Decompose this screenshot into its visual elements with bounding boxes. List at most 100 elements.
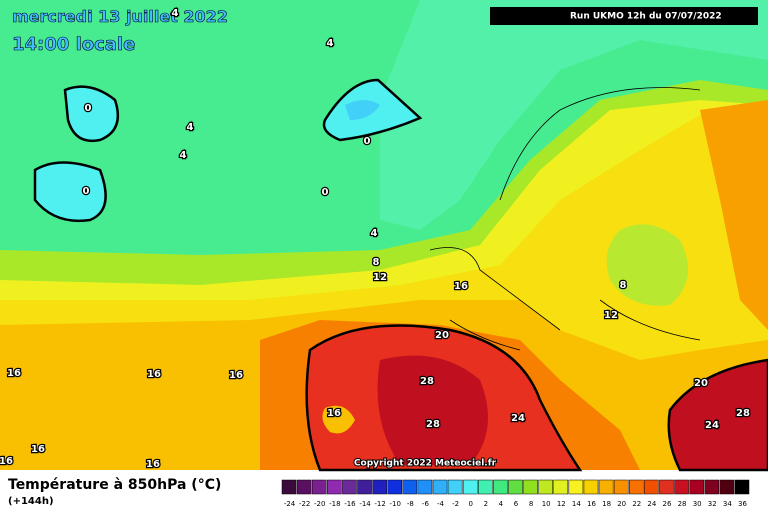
scale-label: -18	[329, 500, 340, 508]
scale-swatch	[689, 479, 704, 495]
region	[380, 0, 768, 230]
scale-swatch	[628, 479, 644, 495]
scale-swatch	[719, 479, 735, 495]
scale-swatch	[568, 479, 584, 495]
contour-label: 0	[322, 187, 329, 198]
contour-label: 4	[187, 122, 194, 133]
contour-label: 16	[7, 368, 21, 379]
scale-swatch	[462, 479, 478, 495]
region	[606, 224, 688, 306]
scale-swatch	[553, 479, 569, 495]
footer-lead: (+144h)	[8, 496, 54, 507]
scale-swatch	[734, 479, 750, 495]
run-label: Run UKMO 12h du 07/07/2022	[570, 12, 722, 22]
run-box	[490, 7, 758, 25]
contour-label: 4	[180, 150, 187, 161]
scale-swatch	[508, 479, 523, 495]
contour-label: 16	[31, 444, 45, 455]
contour-label: 0	[85, 103, 92, 114]
contour-label: 4	[327, 38, 334, 49]
contour-label: 16	[0, 456, 13, 467]
scale-label: 32	[708, 500, 717, 508]
scale-label: -4	[437, 500, 445, 508]
contour-label: 12	[373, 272, 387, 283]
scale-label: -8	[407, 500, 414, 508]
contour-label: 0	[364, 136, 371, 147]
region	[345, 100, 380, 120]
scale-swatch	[311, 479, 327, 495]
scale-label: 18	[602, 500, 611, 508]
scale-swatch	[387, 479, 403, 495]
scale-swatch	[432, 479, 448, 495]
scale-label: -20	[314, 500, 325, 508]
scale-swatch	[523, 479, 538, 495]
contour-label: 24	[511, 413, 525, 424]
scale-swatch	[583, 479, 599, 495]
scale-label: 36	[738, 500, 747, 508]
contour-label: 8	[620, 280, 627, 291]
scale-label: 6	[514, 500, 519, 508]
scale-swatch	[342, 479, 357, 495]
scale-swatch	[613, 479, 629, 495]
scale-swatch	[447, 479, 463, 495]
region	[377, 355, 488, 465]
scale-swatch	[704, 479, 720, 495]
scale-label: 22	[632, 500, 641, 508]
contour-label: 28	[420, 376, 434, 387]
scale-label: 14	[572, 500, 581, 508]
contour-label: 20	[435, 330, 449, 341]
scale-swatch	[493, 479, 508, 495]
time-label: 14:00 locale	[12, 34, 135, 55]
scale-swatch	[372, 479, 387, 495]
scale-swatch	[659, 479, 674, 495]
scale-label: -24	[284, 500, 296, 508]
scale-swatch	[296, 479, 312, 495]
contour-label: 16	[327, 408, 341, 419]
scale-label: 0	[468, 500, 472, 508]
contour-label: 12	[604, 310, 618, 321]
contour-label: 16	[147, 369, 161, 380]
scale-label: 4	[499, 500, 504, 508]
scale-label: -6	[422, 500, 430, 508]
date-label: mercredi 13 juillet 2022	[12, 7, 228, 26]
scale-label: -2	[452, 500, 459, 508]
scale-label: 16	[587, 500, 596, 508]
scale-label: 2	[484, 500, 488, 508]
contour-label: 28	[426, 419, 440, 430]
scale-label: 24	[647, 500, 656, 508]
scale-swatch	[598, 479, 614, 495]
contour-label: 16	[454, 281, 468, 292]
region	[700, 100, 768, 330]
contour-label: 20	[694, 378, 708, 389]
region	[63, 85, 120, 143]
contour-label: 4	[172, 8, 179, 19]
scale-label: 26	[663, 500, 672, 508]
contour-label: 28	[736, 408, 750, 419]
copyright: Copyright 2022 Meteociel.fr	[354, 459, 497, 469]
scale-label: -12	[374, 500, 385, 508]
scale-label: 8	[529, 500, 533, 508]
scale-label: -16	[344, 500, 356, 508]
contour-label: 4	[371, 228, 378, 239]
scale-label: 12	[557, 500, 566, 508]
scale-label: 30	[693, 500, 702, 508]
region	[33, 161, 107, 222]
scale-label: 28	[678, 500, 687, 508]
scale-swatch	[538, 479, 553, 495]
footer-title: Température à 850hPa (°C)	[8, 477, 221, 493]
scale-swatch	[402, 479, 418, 495]
contour-label: 24	[705, 420, 719, 431]
scale-swatch	[674, 479, 689, 495]
region	[322, 405, 355, 434]
contour-label: 16	[229, 370, 243, 381]
scale-swatch	[644, 479, 659, 495]
scale-swatch	[417, 479, 433, 495]
contour-label: 0	[83, 186, 90, 197]
scale-swatch	[327, 479, 342, 495]
contour-label: 16	[146, 459, 160, 470]
scale-swatch	[281, 479, 297, 495]
scale-label: -22	[299, 500, 310, 508]
coastline	[429, 87, 701, 351]
scale-swatch	[478, 479, 493, 495]
scale-label: 34	[723, 500, 732, 508]
